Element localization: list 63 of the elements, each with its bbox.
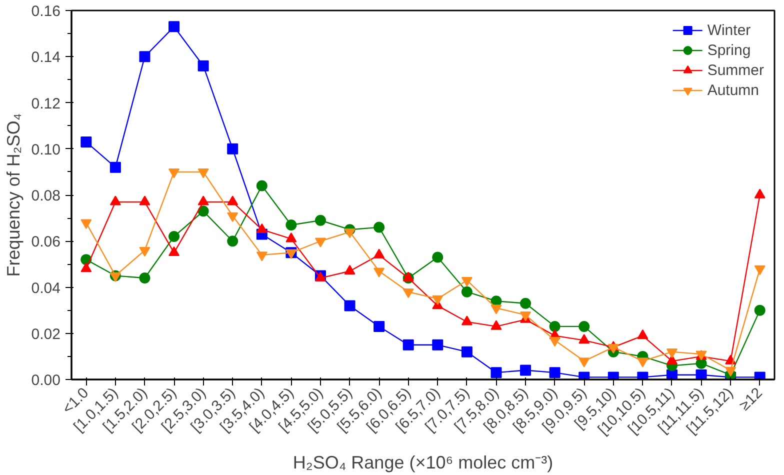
point — [227, 236, 238, 247]
x-axis-title: H₂SO₄ Range (×10⁶ molec cm⁻³) — [292, 452, 554, 472]
point — [227, 143, 238, 154]
x-tick-label: ≥12 — [736, 384, 766, 414]
point — [490, 367, 502, 378]
point — [432, 252, 444, 263]
point — [110, 162, 121, 173]
point — [344, 300, 356, 312]
point — [139, 51, 150, 62]
point — [374, 222, 385, 233]
point — [168, 246, 180, 256]
point — [402, 339, 414, 350]
point — [139, 272, 150, 284]
point — [402, 272, 414, 282]
point — [80, 262, 92, 272]
point — [578, 334, 590, 344]
legend-label: Summer — [707, 62, 764, 78]
y-tick-label: 0.04 — [31, 280, 61, 297]
point — [256, 223, 268, 233]
point — [666, 354, 678, 364]
point — [374, 320, 385, 332]
point — [490, 320, 502, 330]
point — [374, 248, 385, 258]
point — [754, 304, 766, 316]
point — [432, 339, 444, 350]
point — [461, 346, 472, 358]
y-axis-title: Frequency of H₂SO₄ — [3, 113, 24, 277]
y-tick-label: 0.00 — [31, 372, 61, 389]
point — [461, 316, 472, 326]
y-tick-label: 0.10 — [31, 141, 61, 158]
y-tick-label: 0.08 — [31, 188, 61, 204]
point — [168, 21, 180, 32]
point — [754, 188, 766, 198]
point — [227, 196, 238, 206]
point — [314, 214, 326, 226]
point — [168, 231, 180, 242]
point — [549, 320, 560, 332]
point — [520, 298, 532, 309]
point — [549, 367, 560, 378]
point — [110, 196, 121, 206]
point — [637, 329, 648, 340]
y-tick-label: 0.02 — [31, 326, 61, 343]
point — [286, 219, 297, 230]
point — [461, 286, 472, 298]
point — [198, 196, 209, 206]
point — [198, 206, 209, 217]
point — [520, 364, 532, 376]
y-tick-label: 0.16 — [31, 3, 61, 20]
y-tick-label: 0.12 — [31, 95, 61, 112]
y-tick-label: 0.14 — [31, 49, 61, 66]
point — [696, 369, 707, 380]
point — [286, 232, 297, 242]
point — [725, 354, 736, 364]
point — [344, 264, 356, 274]
point — [198, 60, 209, 72]
point — [256, 180, 268, 192]
point — [80, 136, 92, 148]
point — [139, 196, 150, 206]
y-tick-label: 0.06 — [31, 234, 61, 251]
legend-label: Autumn — [707, 82, 760, 98]
legend-label: Spring — [707, 42, 751, 58]
legend-label: Winter — [707, 22, 751, 38]
point — [578, 320, 590, 332]
